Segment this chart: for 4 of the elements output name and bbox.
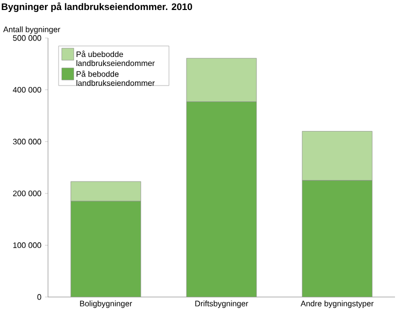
- chart-title: Bygninger på landbrukseiendommer. 2010: [2, 2, 192, 12]
- bar: [70, 200, 142, 297]
- bar: [186, 102, 257, 297]
- bar: [302, 180, 372, 297]
